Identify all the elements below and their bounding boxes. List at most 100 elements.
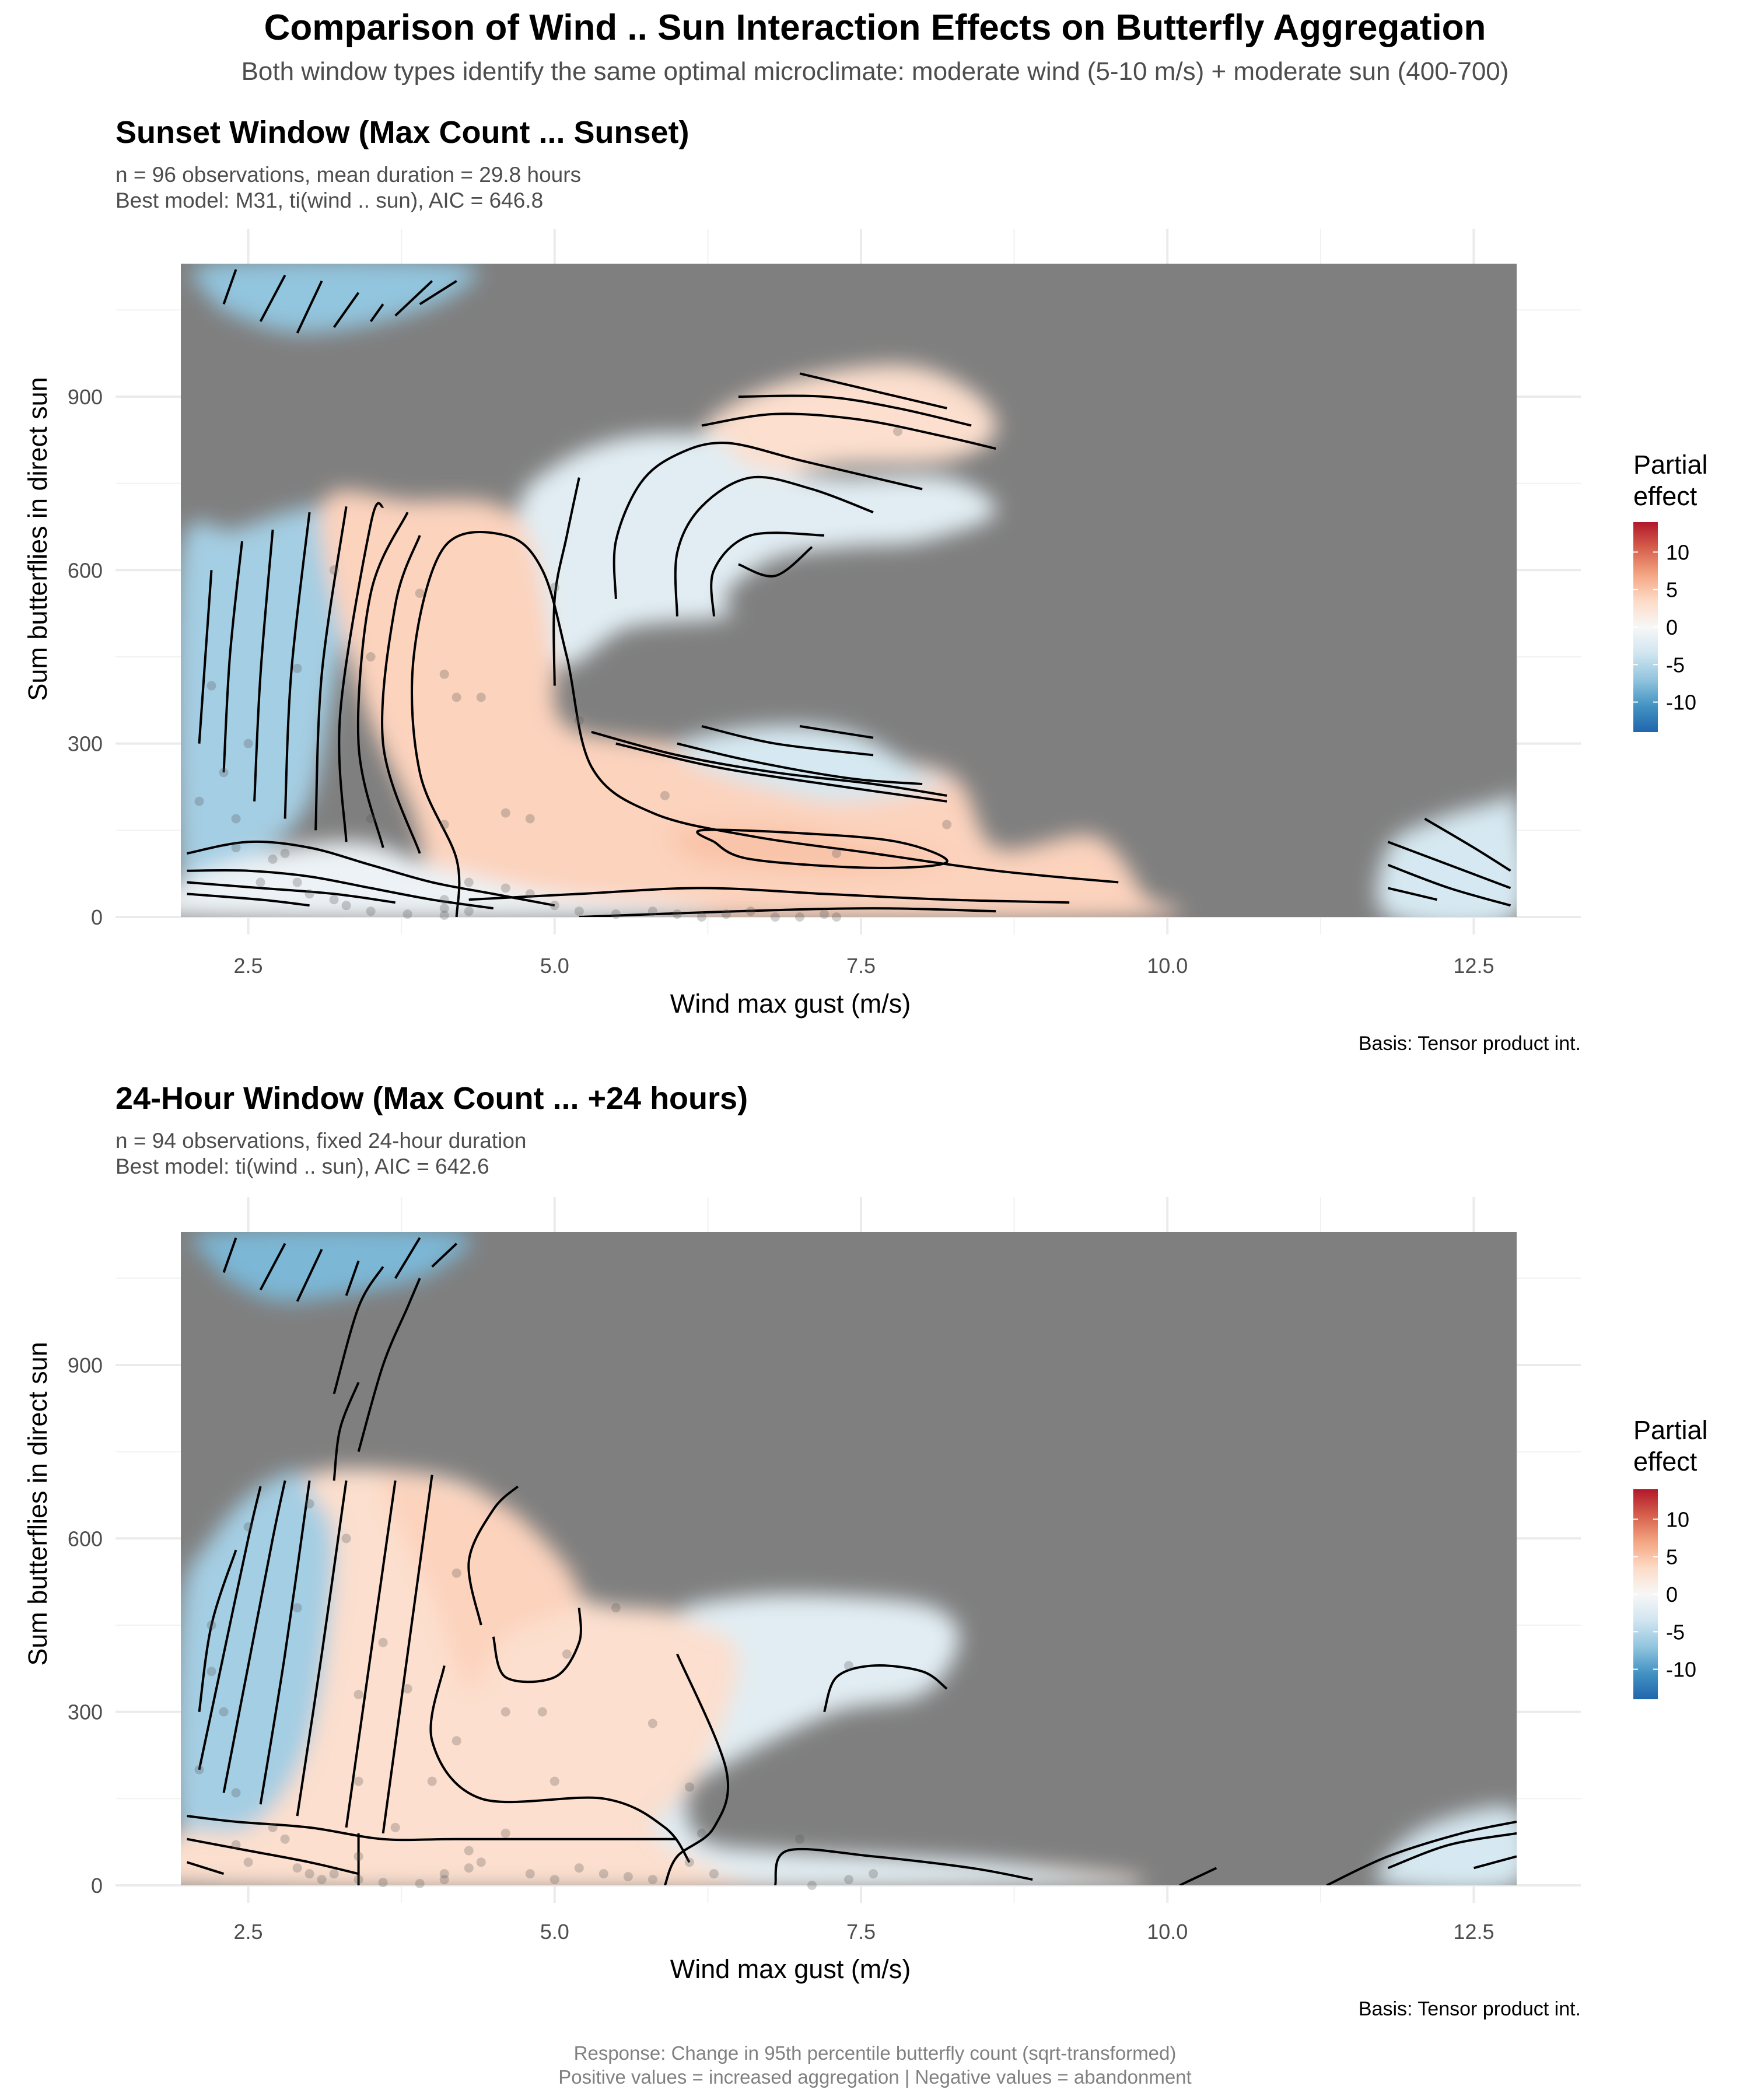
observation-point [439, 895, 449, 905]
contour-line [338, 502, 384, 842]
observation-point [672, 909, 682, 919]
contour-line [332, 1381, 360, 1481]
observation-point [243, 1522, 253, 1532]
legend-title-line2: effect [1633, 481, 1698, 511]
observation-point [206, 1620, 216, 1630]
panel-subtitle-line2: Best model: ti(wind .. sun), AIC = 642.6 [116, 1154, 489, 1178]
observation-points [194, 426, 952, 922]
observation-point [476, 1857, 486, 1867]
observation-point [280, 1834, 290, 1844]
observation-point [231, 1840, 241, 1850]
contour-line [187, 1838, 359, 1875]
contour-line [799, 724, 874, 739]
panel-sunset: Sunset Window (Max Count ... Sunset) n =… [23, 115, 1708, 1055]
contour-line [738, 394, 972, 427]
observation-point [231, 814, 241, 824]
effect-region [181, 506, 359, 906]
observation-point [794, 912, 804, 922]
observation-point [831, 848, 841, 858]
contour-line [1473, 1855, 1517, 1870]
legend-tick-label: 10 [1666, 1507, 1689, 1531]
observation-point [696, 1828, 706, 1838]
contours [187, 269, 1511, 917]
footer-line1: Response: Change in 95th percentile butt… [573, 2042, 1177, 2064]
observation-point [439, 669, 449, 679]
observation-point [464, 877, 474, 887]
observation-point [525, 889, 535, 899]
contour-line [222, 1237, 237, 1273]
observation-point [464, 1863, 474, 1873]
observation-point [464, 1846, 474, 1856]
contour-line [701, 724, 874, 757]
legend-tick-label: 0 [1666, 615, 1678, 639]
effect-region [668, 824, 947, 874]
x-tick-label: 12.5 [1453, 1920, 1494, 1944]
observation-point [831, 912, 841, 922]
contour-line [332, 292, 360, 328]
contour-line [296, 1480, 348, 1817]
panel-subtitle-line1: n = 96 observations, mean duration = 29.… [116, 163, 582, 187]
observation-point [292, 1863, 302, 1873]
contour-line [187, 881, 396, 904]
legend-tick-label: 0 [1666, 1583, 1678, 1606]
legend-title-line1: Partial [1633, 450, 1708, 480]
contour-line [314, 506, 348, 831]
observation-point [194, 796, 204, 806]
observation-point [439, 820, 449, 830]
x-tick-label: 5.0 [540, 954, 569, 978]
effect-region [517, 433, 996, 667]
contour-line [411, 530, 1119, 917]
panel-caption: Basis: Tensor product int. [1358, 1998, 1581, 2020]
x-tick-label: 2.5 [234, 954, 263, 978]
legend-tick-label: 10 [1666, 540, 1689, 564]
observation-point [648, 1718, 657, 1728]
panel-title: Sunset Window (Max Count ... Sunset) [116, 115, 690, 150]
contour-line [674, 475, 874, 617]
contour-line [345, 1480, 397, 1828]
observation-point [696, 912, 706, 922]
observation-point [623, 1872, 633, 1882]
contour-line [345, 1260, 360, 1296]
x-tick-label: 12.5 [1453, 954, 1494, 978]
contour-line [222, 1480, 286, 1793]
effect-region [1376, 792, 1517, 917]
observation-point [329, 565, 339, 575]
contour-line [394, 280, 433, 317]
legend-tick-label: -10 [1666, 691, 1696, 715]
contour-line [356, 512, 409, 848]
contour-line [296, 1248, 323, 1302]
contour-line [187, 840, 555, 907]
observation-point [304, 1869, 314, 1879]
legend-title-line1: Partial [1633, 1415, 1708, 1445]
contour-line [1424, 817, 1511, 872]
contour-line [677, 742, 923, 785]
observation-point [452, 1568, 461, 1578]
observation-point [341, 1534, 351, 1544]
effect-region [192, 1232, 471, 1302]
panel-caption: Basis: Tensor product int. [1358, 1032, 1581, 1055]
observation-point [611, 909, 621, 919]
observation-point [231, 1788, 241, 1798]
observation-point [562, 1649, 572, 1659]
contour-line [696, 828, 949, 869]
legend-tick-label: -10 [1666, 1658, 1696, 1682]
contour-line [381, 535, 421, 854]
observation-point [550, 583, 559, 593]
y-tick-label: 600 [68, 558, 103, 582]
observation-point [844, 1875, 853, 1885]
observation-point [256, 877, 265, 887]
contour-line [259, 1242, 286, 1291]
contour-line [579, 907, 996, 917]
contour-line [222, 541, 243, 773]
observation-point [354, 1875, 363, 1885]
observation-point [390, 1822, 400, 1832]
observation-point [770, 912, 780, 922]
observation-point [893, 426, 903, 436]
legend-colorbar: 10 5 0 -5 -10 [1633, 1489, 1696, 1699]
observation-point [746, 907, 755, 916]
observation-point [476, 692, 486, 702]
effect-region [181, 841, 719, 917]
observation-point [550, 1776, 559, 1786]
observation-point [366, 814, 376, 824]
